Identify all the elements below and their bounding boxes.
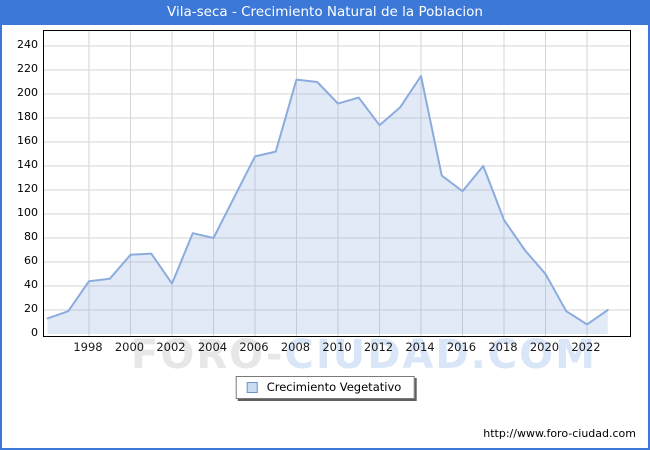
y-tick-label: 0 bbox=[31, 326, 38, 339]
chart-title: Vila-seca - Crecimiento Natural de la Po… bbox=[167, 4, 483, 20]
y-tick-label: 220 bbox=[17, 62, 38, 75]
x-tick-label: 2018 bbox=[488, 340, 518, 354]
y-tick-label: 80 bbox=[24, 230, 38, 243]
x-tick-label: 2002 bbox=[156, 340, 186, 354]
x-tick-label: 2010 bbox=[322, 340, 352, 354]
footer-url[interactable]: http://www.foro-ciudad.com bbox=[483, 427, 636, 440]
y-tick-label: 180 bbox=[17, 110, 38, 123]
y-tick-label: 160 bbox=[17, 134, 38, 147]
y-tick-label: 40 bbox=[24, 278, 38, 291]
x-tick-label: 2022 bbox=[571, 340, 601, 354]
plot-area bbox=[43, 30, 631, 337]
x-tick-label: 2006 bbox=[239, 340, 269, 354]
x-tick-label: 2004 bbox=[197, 340, 228, 354]
y-tick-label: 120 bbox=[17, 182, 38, 195]
x-tick-label: 2012 bbox=[363, 340, 394, 354]
area-chart bbox=[44, 31, 630, 336]
y-tick-label: 240 bbox=[17, 38, 38, 51]
watermark-separator: - bbox=[265, 332, 285, 378]
y-tick-label: 200 bbox=[17, 86, 38, 99]
x-tick-label: 2014 bbox=[405, 340, 435, 354]
title-bar: Vila-seca - Crecimiento Natural de la Po… bbox=[0, 0, 650, 25]
x-tick-label: 2000 bbox=[114, 340, 145, 354]
legend-label: Crecimiento Vegetativo bbox=[266, 380, 402, 394]
legend: Crecimiento Vegetativo bbox=[235, 376, 415, 399]
watermark-foro: FORO bbox=[131, 332, 266, 378]
watermark-ciudad: CIUDAD.COM bbox=[284, 332, 597, 378]
x-tick-label: 2016 bbox=[446, 340, 477, 354]
y-tick-label: 60 bbox=[24, 254, 38, 267]
y-tick-label: 100 bbox=[17, 206, 38, 219]
area-fill bbox=[47, 76, 608, 334]
x-tick-label: 2008 bbox=[280, 340, 311, 354]
watermark: FORO-CIUDAD.COM bbox=[131, 332, 597, 378]
y-tick-label: 20 bbox=[24, 302, 38, 315]
y-tick-label: 140 bbox=[17, 158, 38, 171]
legend-swatch-icon bbox=[246, 382, 258, 393]
x-tick-label: 2020 bbox=[529, 340, 560, 354]
x-tick-label: 1998 bbox=[73, 340, 103, 354]
data-line bbox=[46, 75, 609, 326]
